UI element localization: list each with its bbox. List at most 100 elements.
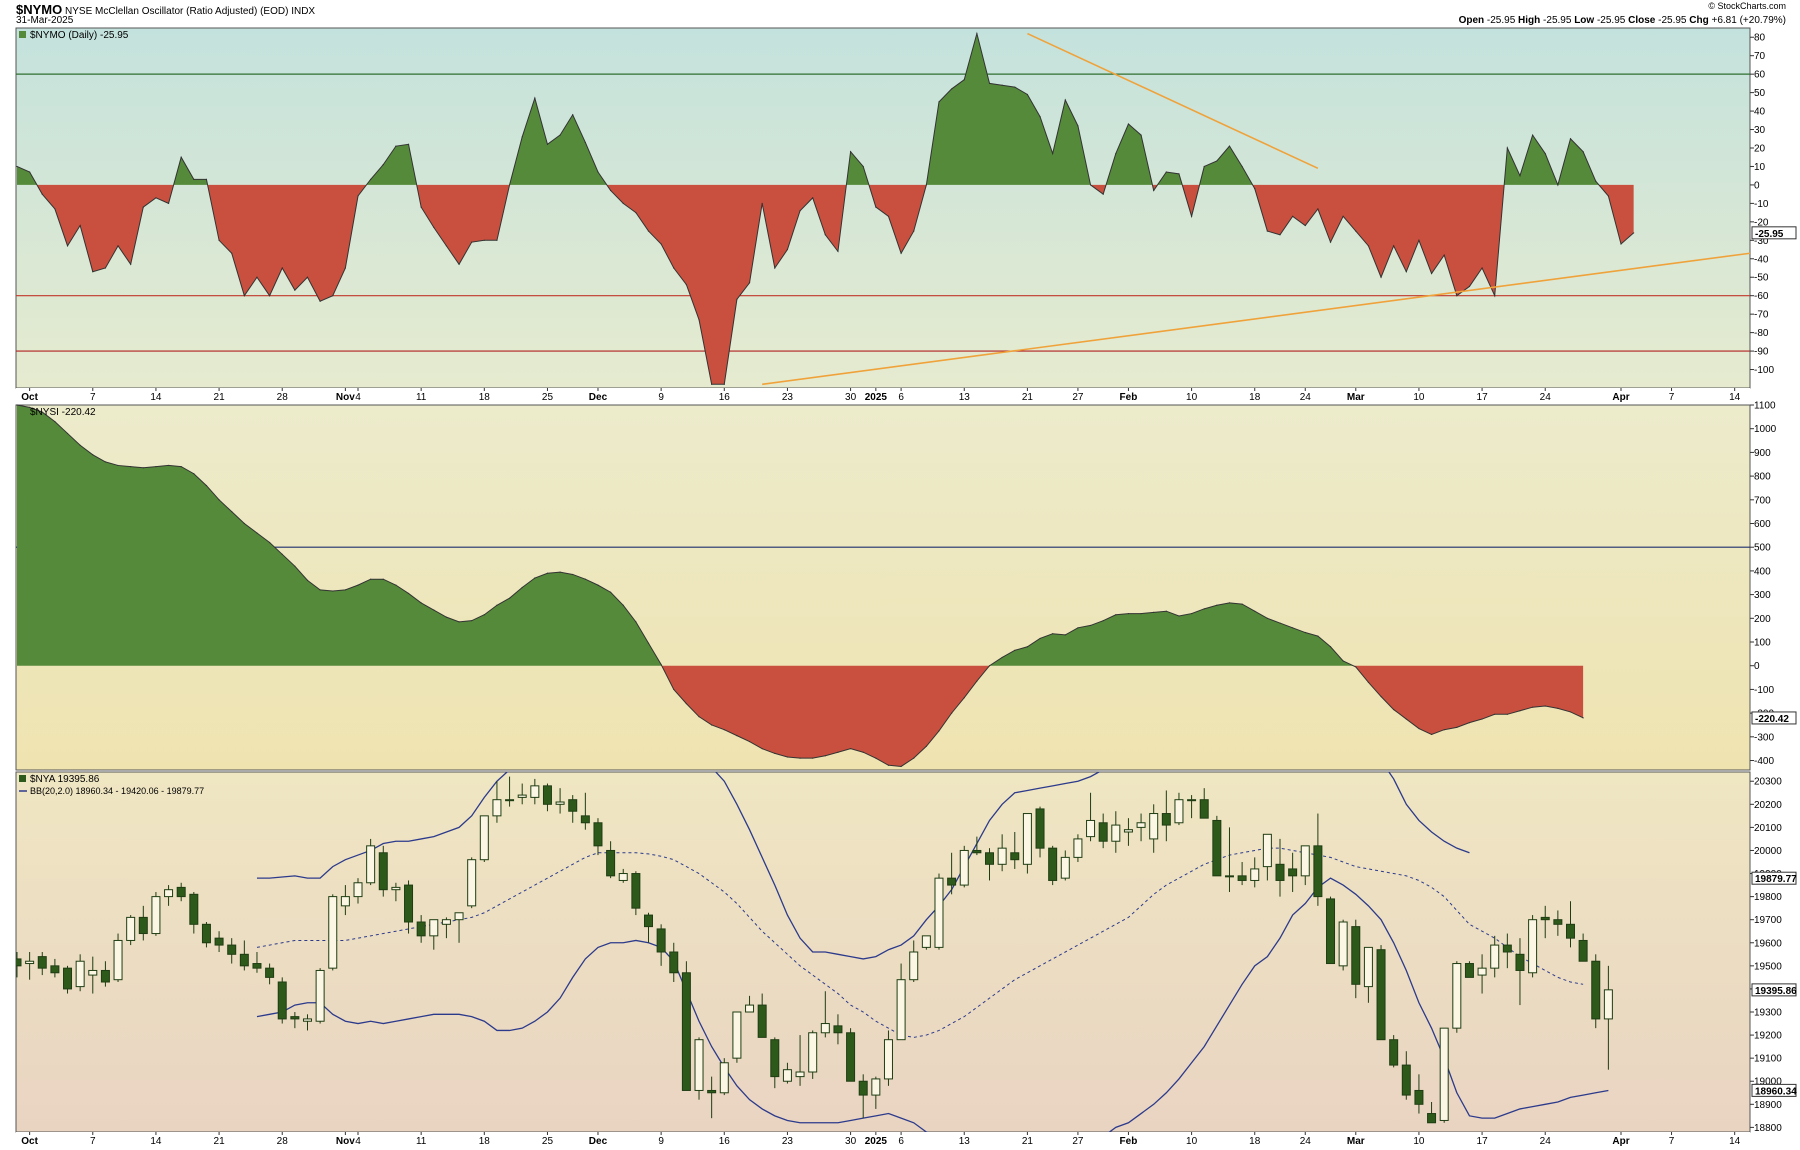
candle-body	[985, 852, 995, 865]
bb-upper-tag-box	[1751, 871, 1797, 885]
candle-body	[921, 935, 931, 948]
candle-body	[63, 967, 73, 990]
y-tick-label: -90	[1754, 347, 1769, 358]
data-point	[584, 141, 586, 144]
candle-body	[328, 896, 338, 969]
data-point	[963, 697, 965, 699]
data-point	[218, 499, 220, 501]
data-point	[407, 143, 410, 145]
y-tick-label: 20200	[1754, 800, 1782, 811]
x-tick-label: Dec	[589, 1136, 608, 1147]
data-point	[673, 267, 675, 269]
y-tick-label: 1000	[1754, 424, 1777, 435]
candle-body	[1250, 868, 1260, 881]
data-point	[1342, 660, 1344, 662]
data-point	[1393, 245, 1395, 247]
candle-body	[340, 896, 350, 907]
negative-area	[661, 665, 1584, 767]
candle-body	[1060, 856, 1070, 879]
y-tick-label: 80	[1754, 33, 1766, 44]
data-point	[79, 444, 81, 446]
last-value-tag-box	[1751, 711, 1797, 725]
x-tick-label: 21	[1022, 1136, 1034, 1147]
x-axis-1: Oct 7 14 21 28 Nov 4 11 18 25 Dec 9 16 23 30 2025 6 13 21 2…	[16, 388, 1750, 404]
candle-body	[138, 916, 148, 935]
data-point	[471, 620, 473, 622]
candle-body	[1540, 916, 1550, 921]
candle-body	[820, 1023, 830, 1034]
data-point	[913, 757, 915, 759]
data-point	[16, 404, 18, 406]
y-tick-label: 18900	[1754, 1100, 1782, 1111]
candle-body	[669, 951, 679, 974]
y-tick-label: 19600	[1754, 938, 1782, 949]
data-point	[837, 250, 839, 252]
data-point	[306, 276, 309, 278]
candle-body	[1199, 799, 1209, 819]
x-tick-label: 18	[479, 1136, 491, 1147]
data-point	[1228, 145, 1231, 147]
data-point	[483, 239, 485, 241]
data-point	[610, 189, 612, 192]
data-point	[597, 171, 599, 173]
panel-legend: $NYMO (Daily) -25.95	[30, 30, 129, 41]
y-tick-label: 1100	[1754, 401, 1776, 412]
data-point	[1178, 615, 1180, 617]
data-point	[1418, 727, 1420, 730]
panel-legend-bb: BB(20,2.0) 18960.34 - 19420.06 - 19879.7…	[30, 786, 204, 796]
candle-body	[1490, 944, 1500, 969]
data-point	[976, 32, 978, 35]
y-tick-label: 10	[1754, 162, 1766, 173]
data-point	[142, 467, 144, 469]
data-point	[559, 134, 561, 136]
data-point	[54, 208, 56, 210]
y-tick-label: 40	[1754, 107, 1766, 118]
candle-body	[1111, 824, 1121, 842]
data-point	[155, 466, 157, 468]
x-tick-label: 23	[782, 392, 794, 403]
candle-body	[1553, 919, 1563, 925]
data-point	[647, 230, 650, 232]
y-tick-label: 300	[1754, 590, 1771, 601]
data-point	[1026, 646, 1028, 648]
candle-body	[151, 896, 161, 935]
data-point	[711, 724, 713, 726]
y-tick-label: -70	[1754, 310, 1769, 321]
x-tick-label: 21	[1022, 392, 1034, 403]
data-point	[142, 206, 144, 208]
data-point	[471, 241, 473, 243]
data-point	[1481, 718, 1483, 720]
bb-lower-tag: 18960.34	[1755, 1086, 1797, 1097]
x-tick-label: 13	[959, 1136, 971, 1147]
data-point	[1127, 123, 1130, 125]
y-tick-label: -100	[1754, 365, 1774, 376]
data-point	[1544, 705, 1546, 707]
candle-body	[745, 1004, 755, 1013]
candle-body	[50, 965, 60, 974]
data-point	[130, 263, 132, 265]
y-tick-label: -100	[1754, 685, 1774, 696]
candle-body	[719, 1062, 729, 1094]
data-point	[635, 621, 637, 623]
last-value-tag: -25.95	[1755, 229, 1784, 240]
data-point	[1342, 215, 1344, 217]
candle-body	[416, 921, 426, 937]
x-tick-label: 16	[719, 1136, 731, 1147]
x-tick-label: 21	[214, 392, 226, 403]
candle-body	[972, 849, 982, 854]
candle-body	[593, 822, 603, 847]
data-point	[635, 212, 637, 214]
data-point	[1292, 627, 1294, 629]
data-point	[660, 663, 662, 666]
data-point	[332, 295, 334, 297]
x-tick-label: 2025	[865, 392, 888, 403]
y-tick-label: 100	[1754, 638, 1771, 649]
data-point	[1102, 193, 1104, 195]
x-tick-label: 30	[845, 1136, 857, 1147]
candle-body	[1212, 819, 1222, 877]
data-point	[1190, 612, 1193, 615]
data-point	[1355, 666, 1357, 668]
x-tick-label: 27	[1072, 1136, 1084, 1147]
data-point	[1052, 152, 1054, 155]
x-tick-label: Apr	[1612, 1136, 1629, 1147]
